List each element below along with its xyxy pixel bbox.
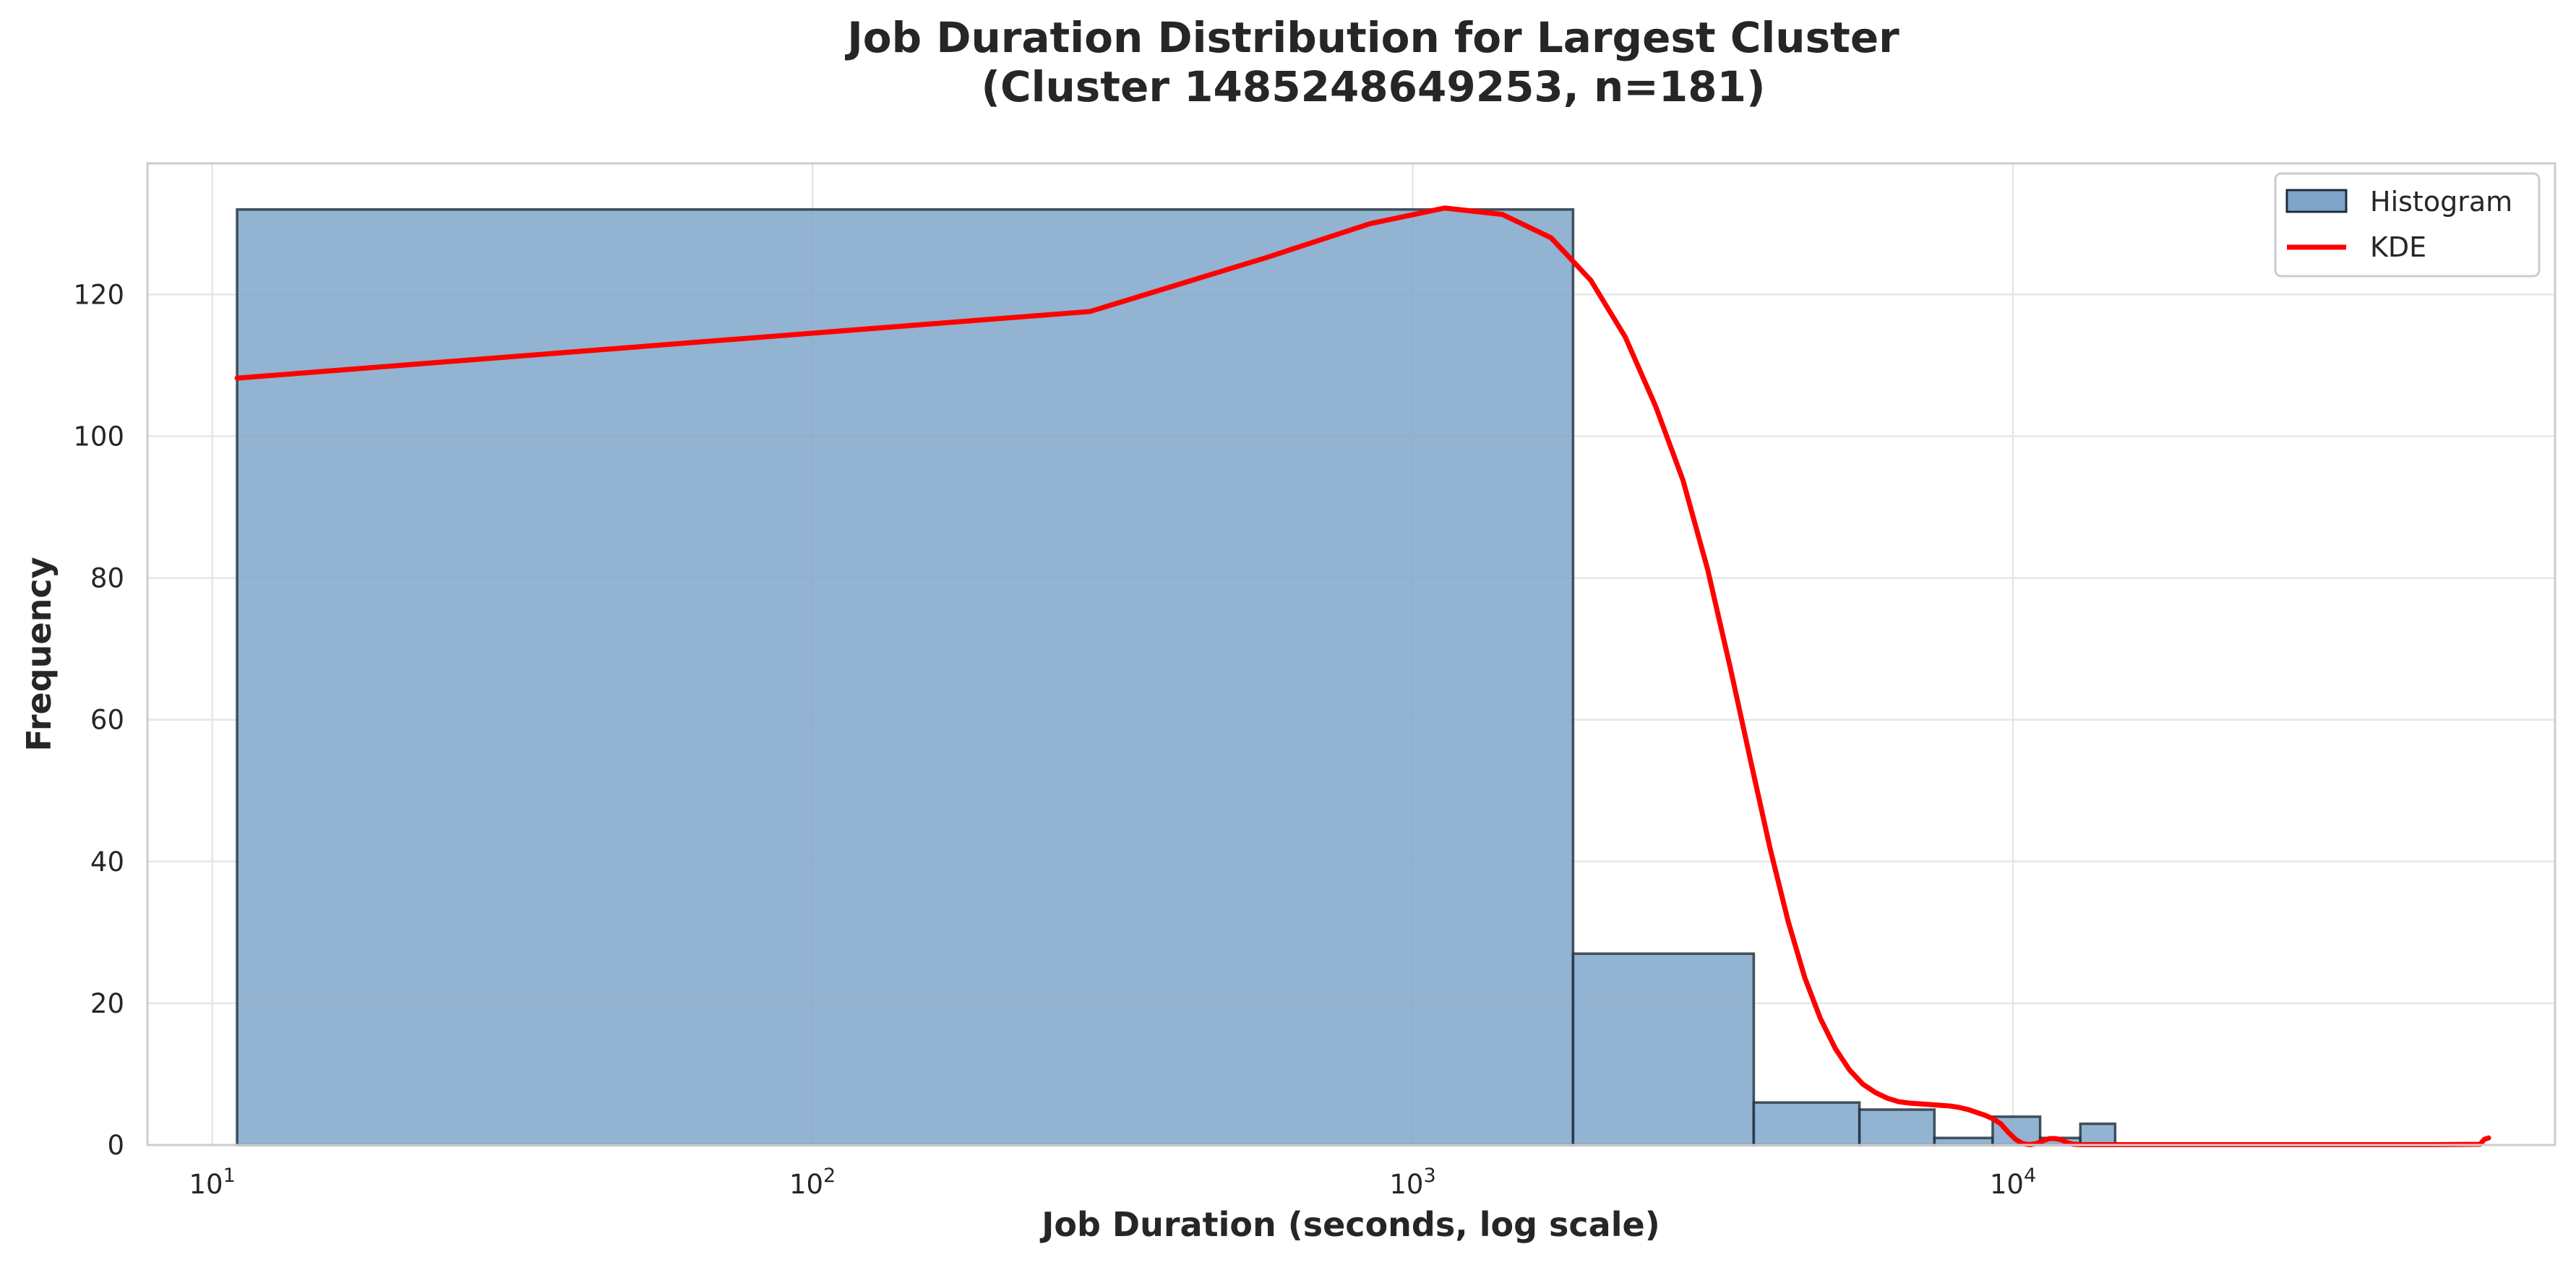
x-tick-label: 102 [789,1165,836,1200]
legend: Histogram KDE [2274,172,2541,278]
legend-histogram-label: Histogram [2370,186,2512,218]
y-tick-label: 40 [90,846,124,878]
histogram-bar [236,207,1575,1146]
histogram-bars [236,207,2117,1146]
y-tick-label: 80 [90,563,124,594]
x-axis-ticks: 101 102 103 104 [189,1165,2036,1200]
legend-kde-label: KDE [2370,231,2426,263]
y-tick-label: 60 [90,705,124,736]
histogram-bar [2079,1122,2117,1146]
x-tick-label: 101 [189,1165,235,1200]
x-tick-label: 103 [1389,1165,1435,1200]
y-tick-label: 100 [73,421,124,452]
y-axis-ticks: 0 20 40 60 80 100 120 [73,279,124,1161]
histogram-bar [1858,1108,1936,1146]
histogram-bar [1571,952,1756,1146]
x-tick-label: 104 [1990,1165,2036,1200]
y-axis-label: Frequency [20,557,59,751]
x-axis-label: Job Duration (seconds, log scale) [1039,1205,1660,1244]
histogram-bar [1752,1101,1861,1146]
legend-histogram-swatch [2285,189,2348,213]
plot-frame [146,162,2556,1146]
chart-title-line1: Job Duration Distribution for Largest Cl… [844,13,1899,62]
y-tick-label: 0 [107,1130,124,1161]
y-tick-label: 20 [90,988,124,1019]
chart-title-line2: (Cluster 1485248649253, n=181) [982,62,1766,111]
y-tick-label: 120 [73,279,124,310]
